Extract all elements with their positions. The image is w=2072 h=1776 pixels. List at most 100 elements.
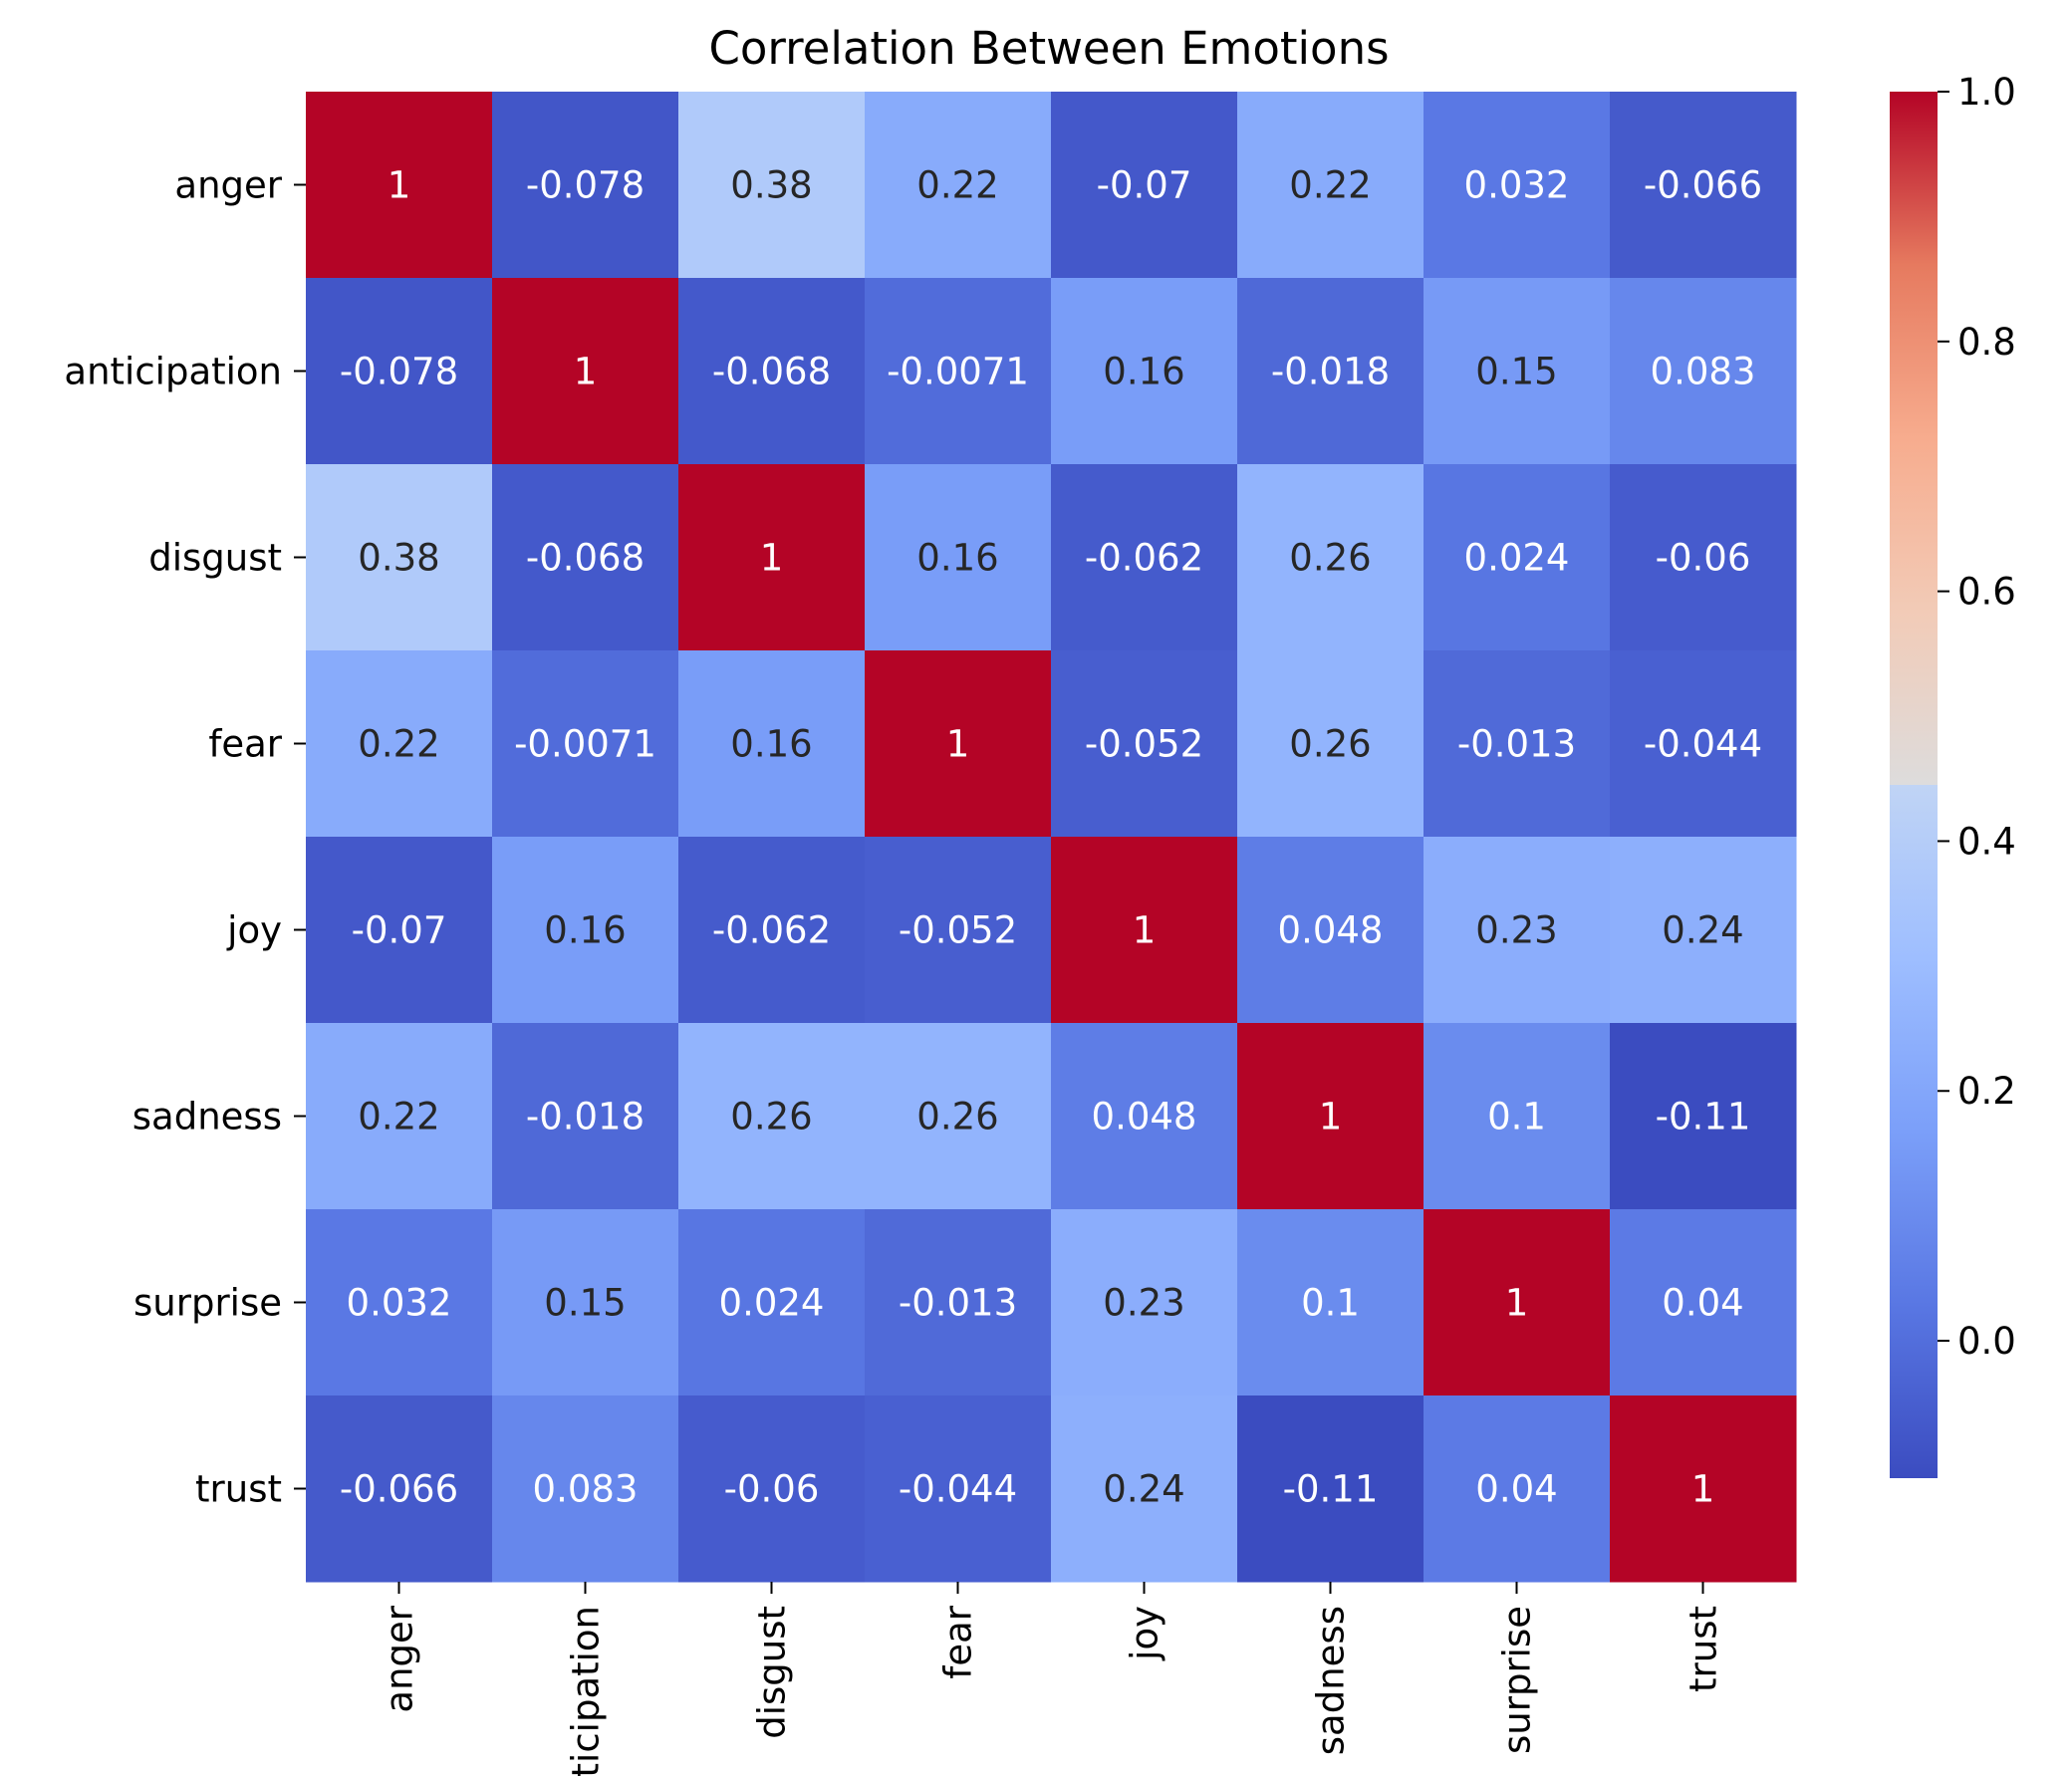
- cell-annotation: 0.1: [1301, 1282, 1360, 1325]
- heatmap-cell: [1237, 1209, 1424, 1396]
- cell-annotation: 1: [1133, 909, 1157, 952]
- cell-annotation: 0.15: [1475, 351, 1557, 393]
- heatmap-cell: [678, 837, 866, 1024]
- colorbar-tick-label: 0.4: [1957, 820, 2016, 863]
- cell-annotation: 0.048: [1278, 909, 1384, 952]
- cell-annotation: -0.068: [526, 537, 645, 580]
- heatmap-cell: [678, 278, 866, 465]
- cell-annotation: 1: [1505, 1282, 1529, 1325]
- heatmap-cell: [1424, 650, 1611, 838]
- y-axis: anger anticipation disgust fear joy sadness su…: [64, 164, 306, 1511]
- cell-annotation: 0.15: [544, 1282, 626, 1325]
- cell-annotation: -0.066: [1644, 164, 1762, 207]
- cell-annotation: -0.11: [1283, 1468, 1379, 1511]
- cell-annotation: -0.052: [899, 909, 1017, 952]
- cell-annotation: -0.018: [1271, 351, 1390, 393]
- cell-annotation: -0.06: [1656, 537, 1751, 580]
- heatmap-cell: [678, 1395, 866, 1583]
- x-tick-label: anger: [379, 1605, 421, 1712]
- x-tick-label: surprise: [1496, 1606, 1539, 1754]
- chart-title: Correlation Between Emotions: [708, 22, 1389, 75]
- cell-annotation: -0.052: [1085, 723, 1203, 766]
- colorbar-tick-label: 0.6: [1957, 571, 2016, 614]
- cell-annotation: -0.07: [1097, 164, 1192, 207]
- colorbar-tick-label: 0.2: [1957, 1070, 2016, 1113]
- heatmap-cell: [1237, 650, 1424, 838]
- cell-annotation: 0.16: [730, 723, 812, 766]
- cell-annotation: 0.22: [916, 164, 998, 207]
- heatmap-cells: [306, 92, 1797, 1583]
- heatmap-cell: [1051, 464, 1238, 651]
- cell-annotation: 0.032: [347, 1282, 452, 1325]
- heatmap-cell: [1610, 837, 1797, 1024]
- heatmap-cell: [492, 837, 679, 1024]
- heatmap-cell: [306, 650, 493, 838]
- heatmap-cell: [492, 278, 679, 465]
- heatmap-cell: [1424, 278, 1611, 465]
- cell-annotation: 0.22: [358, 1096, 439, 1139]
- heatmap-cell: [678, 464, 866, 651]
- x-tick-label: fear: [937, 1605, 980, 1678]
- heatmap-cell: [1237, 92, 1424, 279]
- heatmap-cell: [1237, 837, 1424, 1024]
- cell-annotation: -0.062: [712, 909, 831, 952]
- cell-annotation: -0.0071: [887, 351, 1029, 393]
- cell-annotation: 0.04: [1475, 1468, 1557, 1511]
- cell-annotation: 1: [388, 164, 411, 207]
- cell-annotation: 0.024: [1464, 537, 1570, 580]
- heatmap-cell: [1610, 92, 1797, 279]
- cell-annotation: -0.11: [1656, 1096, 1751, 1139]
- heatmap-cell: [1610, 278, 1797, 465]
- heatmap-cell: [1424, 1023, 1611, 1210]
- y-tick-label: anticipation: [64, 351, 282, 393]
- heatmap-cell: [306, 837, 493, 1024]
- cell-annotation: 1: [760, 537, 784, 580]
- colorbar-tick-label: 0.8: [1957, 321, 2016, 364]
- cell-annotation: 0.04: [1662, 1282, 1743, 1325]
- cell-annotation: 0.083: [1651, 351, 1756, 393]
- heatmap-cell: [1424, 1395, 1611, 1583]
- heatmap-cell: [306, 464, 493, 651]
- cell-annotation: 0.024: [719, 1282, 825, 1325]
- heatmap-cell: [306, 92, 493, 279]
- cell-annotation: 0.22: [1289, 164, 1371, 207]
- heatmap-cell: [1237, 1023, 1424, 1210]
- cell-annotation: -0.062: [1085, 537, 1203, 580]
- cell-annotation: 0.38: [358, 537, 439, 580]
- colorbar-tick-label: 1.0: [1957, 71, 2016, 114]
- y-tick-label: trust: [195, 1468, 282, 1511]
- cell-annotation: 1: [574, 351, 598, 393]
- heatmap-cell: [1237, 1395, 1424, 1583]
- heatmap-cell: [1610, 650, 1797, 838]
- heatmap-cell: [1051, 1209, 1238, 1396]
- heatmap-cell: [865, 837, 1052, 1024]
- cell-annotation: 0.26: [730, 1096, 812, 1139]
- cell-annotation: 0.1: [1487, 1096, 1546, 1139]
- cell-annotation: 0.032: [1464, 164, 1570, 207]
- heatmap-cell: [678, 1209, 866, 1396]
- heatmap-cell: [865, 278, 1052, 465]
- heatmap-cell: [492, 464, 679, 651]
- cell-annotation: 0.24: [1103, 1468, 1184, 1511]
- colorbar-ticks: 0.0 0.2 0.4 0.6 0.8 1.0: [1938, 71, 2016, 1363]
- y-tick-label: disgust: [148, 537, 282, 580]
- cell-annotation: 0.16: [544, 909, 626, 952]
- cell-annotation: 0.22: [358, 723, 439, 766]
- cell-annotations: 1 -0.078 0.38 0.22 -0.07 0.22 0.032 -0.066 -0.07…: [340, 164, 1762, 1511]
- cell-annotation: 0.16: [1103, 351, 1184, 393]
- heatmap-cell: [1424, 92, 1611, 279]
- cell-annotation: -0.018: [526, 1096, 645, 1139]
- heatmap-cell: [306, 1209, 493, 1396]
- x-tick-label: sadness: [1310, 1606, 1353, 1755]
- heatmap-cell: [678, 1023, 866, 1210]
- heatmap-cell: [865, 1395, 1052, 1583]
- x-tick-label: trust: [1683, 1606, 1725, 1692]
- heatmap-cell: [1051, 650, 1238, 838]
- cell-annotation: -0.068: [712, 351, 831, 393]
- cell-annotation: 0.26: [916, 1096, 998, 1139]
- cell-annotation: 1: [946, 723, 970, 766]
- heatmap-cell: [1051, 837, 1238, 1024]
- x-axis: anger anticipation disgust fear joy sadness su…: [379, 1582, 1725, 1776]
- cell-annotation: -0.078: [526, 164, 645, 207]
